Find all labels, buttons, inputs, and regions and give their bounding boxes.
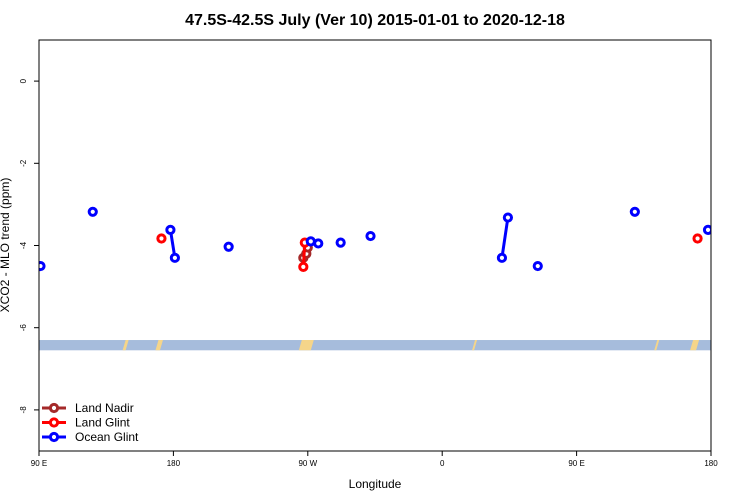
y-tick-label: -2 xyxy=(19,159,28,167)
y-tick-label: -4 xyxy=(19,241,28,249)
x-tick-label: 90 W xyxy=(298,459,317,468)
x-tick-label: 90 E xyxy=(31,459,47,468)
ocean-glint-point xyxy=(629,206,640,217)
y-tick-label: -8 xyxy=(19,406,28,414)
ocean-glint-point xyxy=(165,224,176,235)
ocean-glint-point xyxy=(87,206,98,217)
land-patch xyxy=(122,340,129,351)
land-patch xyxy=(298,340,314,351)
x-tick-label: 0 xyxy=(440,459,445,468)
ocean-glint-point xyxy=(496,252,508,263)
ocean-glint-point xyxy=(39,260,46,272)
y-tick-label: -6 xyxy=(19,324,28,332)
land-patch xyxy=(155,340,163,351)
legend-swatch-marker xyxy=(48,417,60,428)
ocean-glint-point xyxy=(532,260,543,272)
x-tick-label: 180 xyxy=(167,459,181,468)
x-tick-label: 90 E xyxy=(568,459,584,468)
legend-label: Land Nadir xyxy=(75,401,134,415)
y-axis: 0 -2 -4 -6 -8 xyxy=(19,78,39,413)
legend-label: Ocean Glint xyxy=(75,430,139,444)
series-layer xyxy=(39,206,711,272)
land-patch xyxy=(690,340,700,351)
ocean-glint-point xyxy=(702,224,711,235)
x-axis: 90 E 180 90 W 0 90 E 180 xyxy=(31,451,718,468)
ocean-glint-point xyxy=(313,238,324,249)
y-axis-label: XCO2 - MLO trend (ppm) xyxy=(0,178,12,313)
land-patch xyxy=(472,340,478,351)
land-glint-point xyxy=(156,233,167,244)
ocean-glint-point xyxy=(335,237,346,248)
x-axis-label: Longitude xyxy=(349,477,402,491)
legend-swatch-marker xyxy=(48,431,60,443)
ocean-band xyxy=(39,340,711,351)
ocean-glint-point xyxy=(365,230,376,242)
land-glint-point xyxy=(298,261,309,272)
y-tick-label: 0 xyxy=(19,78,28,83)
land-glint-point xyxy=(692,233,703,244)
legend-swatch-marker xyxy=(48,402,60,414)
ocean-glint-point xyxy=(169,252,180,263)
land-patch xyxy=(654,340,660,351)
ocean-glint-point xyxy=(502,212,514,223)
plot-frame xyxy=(38,39,712,452)
land-ocean-band xyxy=(39,340,711,351)
legend-label: Land Glint xyxy=(75,416,130,430)
chart-title: 47.5S-42.5S July (Ver 10) 2015-01-01 to … xyxy=(185,12,565,29)
x-tick-label: 180 xyxy=(704,459,718,468)
ocean-glint-line xyxy=(500,217,510,259)
ocean-glint-point xyxy=(223,241,234,252)
